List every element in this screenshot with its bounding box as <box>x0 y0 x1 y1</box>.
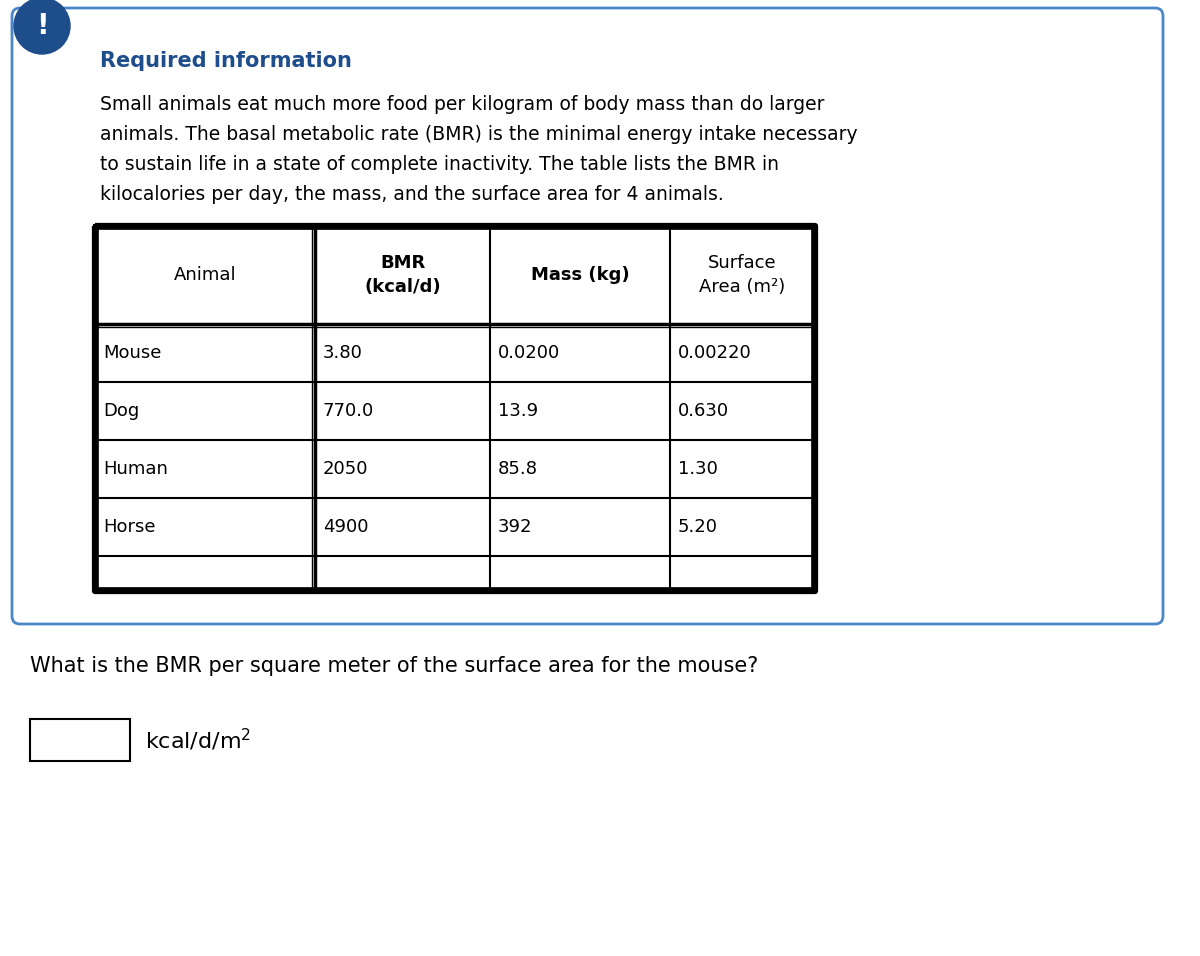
Text: 0.00220: 0.00220 <box>678 344 751 362</box>
Text: Horse: Horse <box>103 518 156 536</box>
Text: Mouse: Mouse <box>103 344 161 362</box>
Text: Human: Human <box>103 460 168 478</box>
FancyBboxPatch shape <box>12 8 1163 624</box>
Text: 0.630: 0.630 <box>678 402 730 420</box>
Bar <box>30 719 130 761</box>
Text: Surface
Area (m²): Surface Area (m²) <box>700 254 786 295</box>
Text: !: ! <box>36 12 48 40</box>
Text: Small animals eat much more food per kilogram of body mass than do larger: Small animals eat much more food per kil… <box>100 95 824 114</box>
Text: animals. The basal metabolic rate (BMR) is the minimal energy intake necessary: animals. The basal metabolic rate (BMR) … <box>100 124 858 143</box>
Text: 4900: 4900 <box>323 518 368 536</box>
Text: 2050: 2050 <box>323 460 368 478</box>
Text: Dog: Dog <box>103 402 139 420</box>
Bar <box>98 229 812 588</box>
Circle shape <box>14 0 70 54</box>
Text: to sustain life in a state of complete inactivity. The table lists the BMR in: to sustain life in a state of complete i… <box>100 155 779 173</box>
Text: Animal: Animal <box>174 266 236 284</box>
Bar <box>95 226 815 591</box>
Text: 85.8: 85.8 <box>498 460 538 478</box>
Text: BMR
(kcal/d): BMR (kcal/d) <box>364 254 440 295</box>
Text: kcal/d/m$^2$: kcal/d/m$^2$ <box>145 727 251 753</box>
Text: Required information: Required information <box>100 51 352 71</box>
Text: Mass (kg): Mass (kg) <box>530 266 629 284</box>
Text: 0.0200: 0.0200 <box>498 344 560 362</box>
Text: 392: 392 <box>498 518 533 536</box>
Text: 3.80: 3.80 <box>323 344 362 362</box>
Text: What is the BMR per square meter of the surface area for the mouse?: What is the BMR per square meter of the … <box>30 656 758 676</box>
Text: kilocalories per day, the mass, and the surface area for 4 animals.: kilocalories per day, the mass, and the … <box>100 185 724 204</box>
Text: 1.30: 1.30 <box>678 460 718 478</box>
Text: 13.9: 13.9 <box>498 402 538 420</box>
Text: 770.0: 770.0 <box>323 402 374 420</box>
Text: 5.20: 5.20 <box>678 518 718 536</box>
